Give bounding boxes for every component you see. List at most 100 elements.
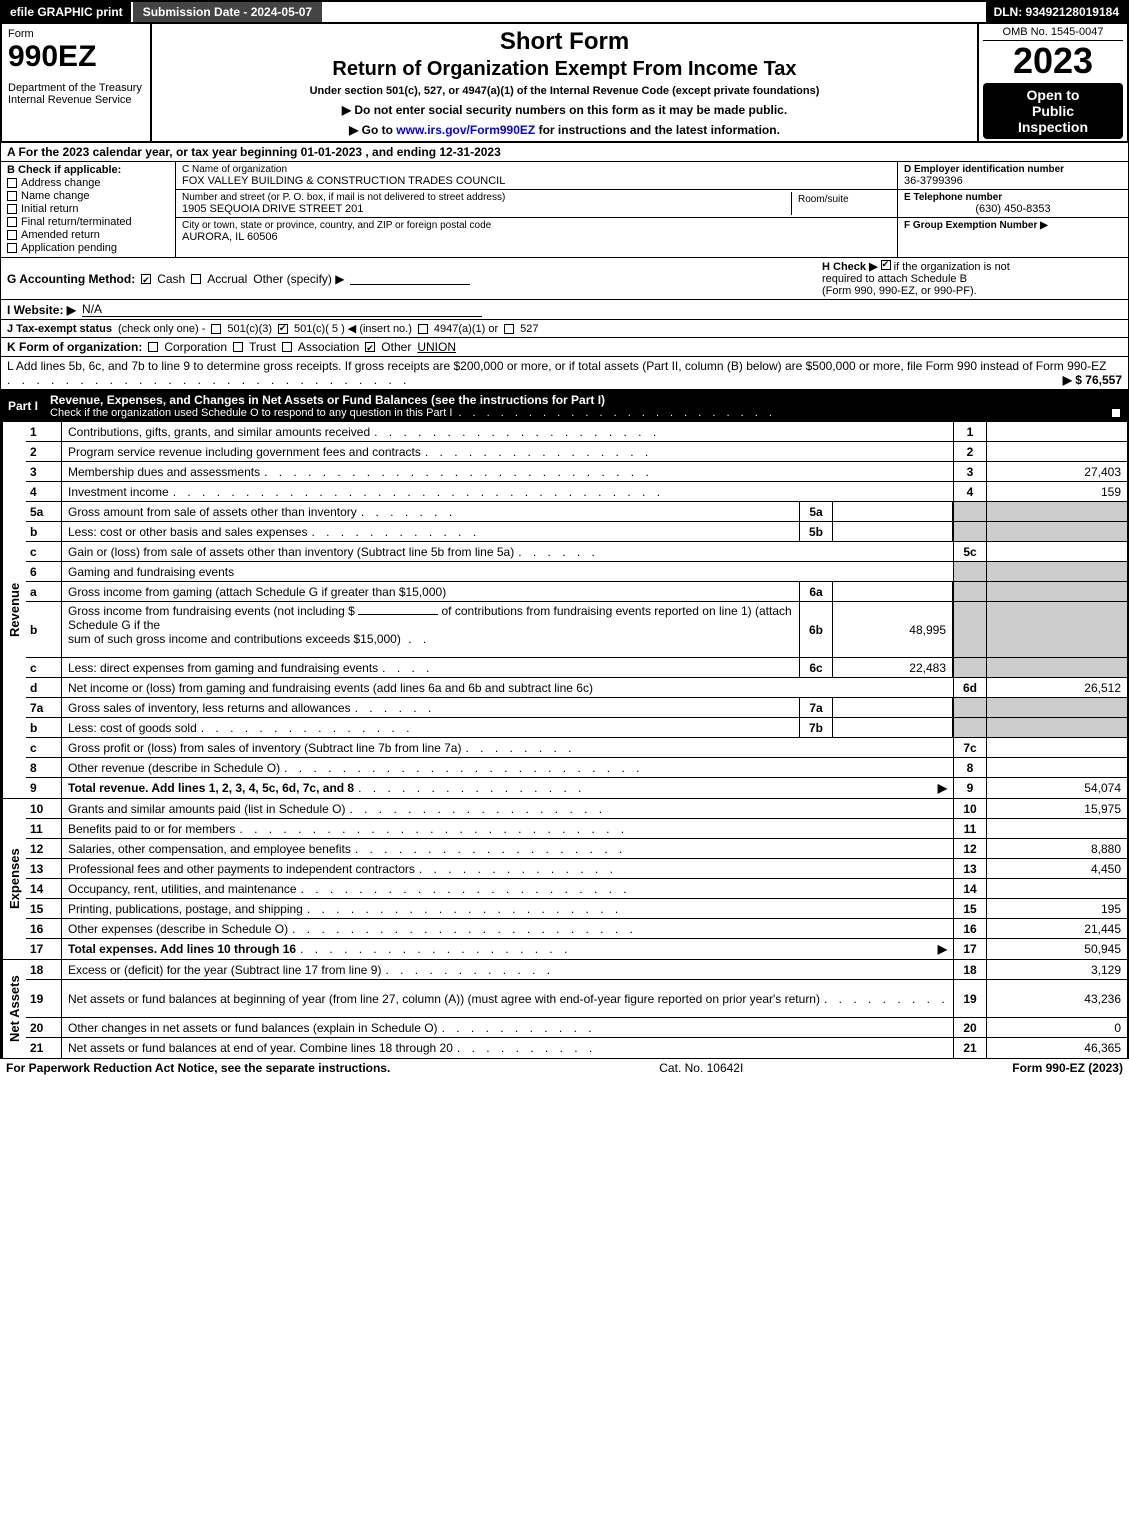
line-19-value: 43,236 [987, 980, 1127, 1017]
line-6b: b Gross income from fundraising events (… [26, 602, 1127, 658]
line-3: 3 Membership dues and assessments. . . .… [26, 462, 1127, 482]
check-initial-return[interactable]: Initial return [7, 203, 169, 215]
check-assoc[interactable] [282, 342, 292, 352]
expenses-side-label: Expenses [2, 799, 26, 959]
line-5a: 5a Gross amount from sale of assets othe… [26, 502, 1127, 522]
check-527[interactable] [504, 324, 514, 334]
room-label: Room/suite [798, 194, 885, 205]
check-name-change[interactable]: Name change [7, 190, 169, 202]
check-501c3[interactable] [211, 324, 221, 334]
street-label: Number and street (or P. O. box, if mail… [182, 192, 791, 203]
open-to-public-box: Open to Public Inspection [983, 83, 1123, 139]
street-value: 1905 SEQUOIA DRIVE STREET 201 [182, 203, 791, 215]
line-7b: b Less: cost of goods sold. . . . . . . … [26, 718, 1127, 738]
f-label: F Group Exemption Number ▶ [904, 220, 1122, 231]
line-21-value: 46,365 [987, 1038, 1127, 1058]
line-15-value: 195 [987, 899, 1127, 918]
section-a: A For the 2023 calendar year, or tax yea… [0, 143, 1129, 162]
line-19: 19 Net assets or fund balances at beginn… [26, 980, 1127, 1018]
l-amount: ▶ $ 76,557 [1063, 373, 1122, 387]
dln-label: DLN: 93492128019184 [986, 2, 1127, 22]
check-application-pending[interactable]: Application pending [7, 242, 169, 254]
line-11: 11 Benefits paid to or for members. . . … [26, 819, 1127, 839]
short-form-title: Short Form [160, 28, 969, 56]
k-label: K Form of organization: [7, 340, 142, 354]
line-16: 16 Other expenses (describe in Schedule … [26, 919, 1127, 939]
line-17-value: 50,945 [987, 939, 1127, 959]
ein-value: 36-3799396 [904, 175, 1122, 187]
line-17: 17 Total expenses. Add lines 10 through … [26, 939, 1127, 959]
check-schedule-o[interactable] [1111, 408, 1121, 418]
line-6b-value: 48,995 [833, 602, 953, 657]
line-5c: c Gain or (loss) from sale of assets oth… [26, 542, 1127, 562]
line-5b: b Less: cost or other basis and sales ex… [26, 522, 1127, 542]
irs-link[interactable]: www.irs.gov/Form990EZ [396, 123, 535, 137]
line-12: 12 Salaries, other compensation, and emp… [26, 839, 1127, 859]
part-1-header: Part I Revenue, Expenses, and Changes in… [0, 390, 1129, 422]
check-4947[interactable] [418, 324, 428, 334]
submission-date: Submission Date - 2024-05-07 [131, 2, 324, 22]
top-bar: efile GRAPHIC print Submission Date - 20… [0, 0, 1129, 24]
line-6c: c Less: direct expenses from gaming and … [26, 658, 1127, 678]
column-b: B Check if applicable: Address change Na… [1, 162, 176, 257]
form-number: 990EZ [8, 40, 144, 74]
check-cash[interactable] [141, 274, 151, 284]
check-other-org[interactable] [365, 342, 375, 352]
info-grid: B Check if applicable: Address change Na… [0, 162, 1129, 258]
check-address-change[interactable]: Address change [7, 177, 169, 189]
line-9: 9 Total revenue. Add lines 1, 2, 3, 4, 5… [26, 778, 1127, 798]
net-assets-group: Net Assets 18 Excess or (deficit) for th… [1, 959, 1128, 1058]
header-right: OMB No. 1545-0047 2023 Open to Public In… [977, 24, 1127, 141]
e-label: E Telephone number [904, 192, 1122, 203]
check-accrual[interactable] [191, 274, 201, 284]
form-header: Form 990EZ Department of the Treasury In… [0, 24, 1129, 143]
org-name: FOX VALLEY BUILDING & CONSTRUCTION TRADE… [182, 175, 891, 187]
line-4-value: 159 [987, 482, 1127, 501]
part-1-label: Part I [8, 399, 38, 413]
j-label: J Tax-exempt status [7, 323, 112, 335]
header-center: Short Form Return of Organization Exempt… [152, 24, 977, 141]
column-c: C Name of organization FOX VALLEY BUILDI… [176, 162, 898, 257]
city-cell: City or town, state or province, country… [176, 218, 897, 245]
efile-label: efile GRAPHIC print [2, 2, 131, 22]
d-label: D Employer identification number [904, 164, 1122, 175]
check-trust[interactable] [233, 342, 243, 352]
phone-cell: E Telephone number (630) 450-8353 [898, 190, 1128, 218]
col-b-title: B Check if applicable: [7, 164, 169, 176]
check-501c[interactable] [278, 324, 288, 334]
irs-label: Internal Revenue Service [8, 94, 144, 106]
group-exemption-cell: F Group Exemption Number ▶ [898, 218, 1128, 233]
row-h: H Check ▶ if the organization is not req… [822, 260, 1122, 297]
omb-number: OMB No. 1545-0047 [983, 26, 1123, 41]
h-label: H Check ▶ [822, 261, 878, 273]
line-6: 6 Gaming and fundraising events [26, 562, 1127, 582]
part-1-sub: Check if the organization used Schedule … [50, 407, 452, 419]
other-specify-blank [350, 273, 470, 285]
line-14: 14 Occupancy, rent, utilities, and maint… [26, 879, 1127, 899]
line-1: 1 Contributions, gifts, grants, and simi… [26, 422, 1127, 442]
check-amended-return[interactable]: Amended return [7, 229, 169, 241]
tax-year: 2023 [983, 43, 1123, 79]
main-title: Return of Organization Exempt From Incom… [160, 58, 969, 81]
instruction-2: ▶ Go to www.irs.gov/Form990EZ for instru… [160, 123, 969, 137]
check-final-return[interactable]: Final return/terminated [7, 216, 169, 228]
open-line1: Open to [985, 87, 1121, 103]
revenue-side-label: Revenue [2, 422, 26, 798]
row-i: I Website: ▶ N/A [0, 300, 1129, 320]
subtitle: Under section 501(c), 527, or 4947(a)(1)… [160, 85, 969, 97]
open-line2: Public [985, 103, 1121, 119]
check-corp[interactable] [148, 342, 158, 352]
org-name-cell: C Name of organization FOX VALLEY BUILDI… [176, 162, 897, 190]
row-k: K Form of organization: Corporation Trus… [0, 338, 1129, 357]
revenue-group: Revenue 1 Contributions, gifts, grants, … [1, 422, 1128, 798]
phone-value: (630) 450-8353 [904, 203, 1122, 215]
line-6d-value: 26,512 [987, 678, 1127, 697]
other-org-value: UNION [417, 340, 456, 354]
line-21: 21 Net assets or fund balances at end of… [26, 1038, 1127, 1058]
line-4: 4 Investment income. . . . . . . . . . .… [26, 482, 1127, 502]
line-9-value: 54,074 [987, 778, 1127, 798]
check-h[interactable] [881, 260, 891, 270]
website-value: N/A [82, 302, 482, 317]
header-left: Form 990EZ Department of the Treasury In… [2, 24, 152, 141]
line-18-value: 3,129 [987, 960, 1127, 979]
